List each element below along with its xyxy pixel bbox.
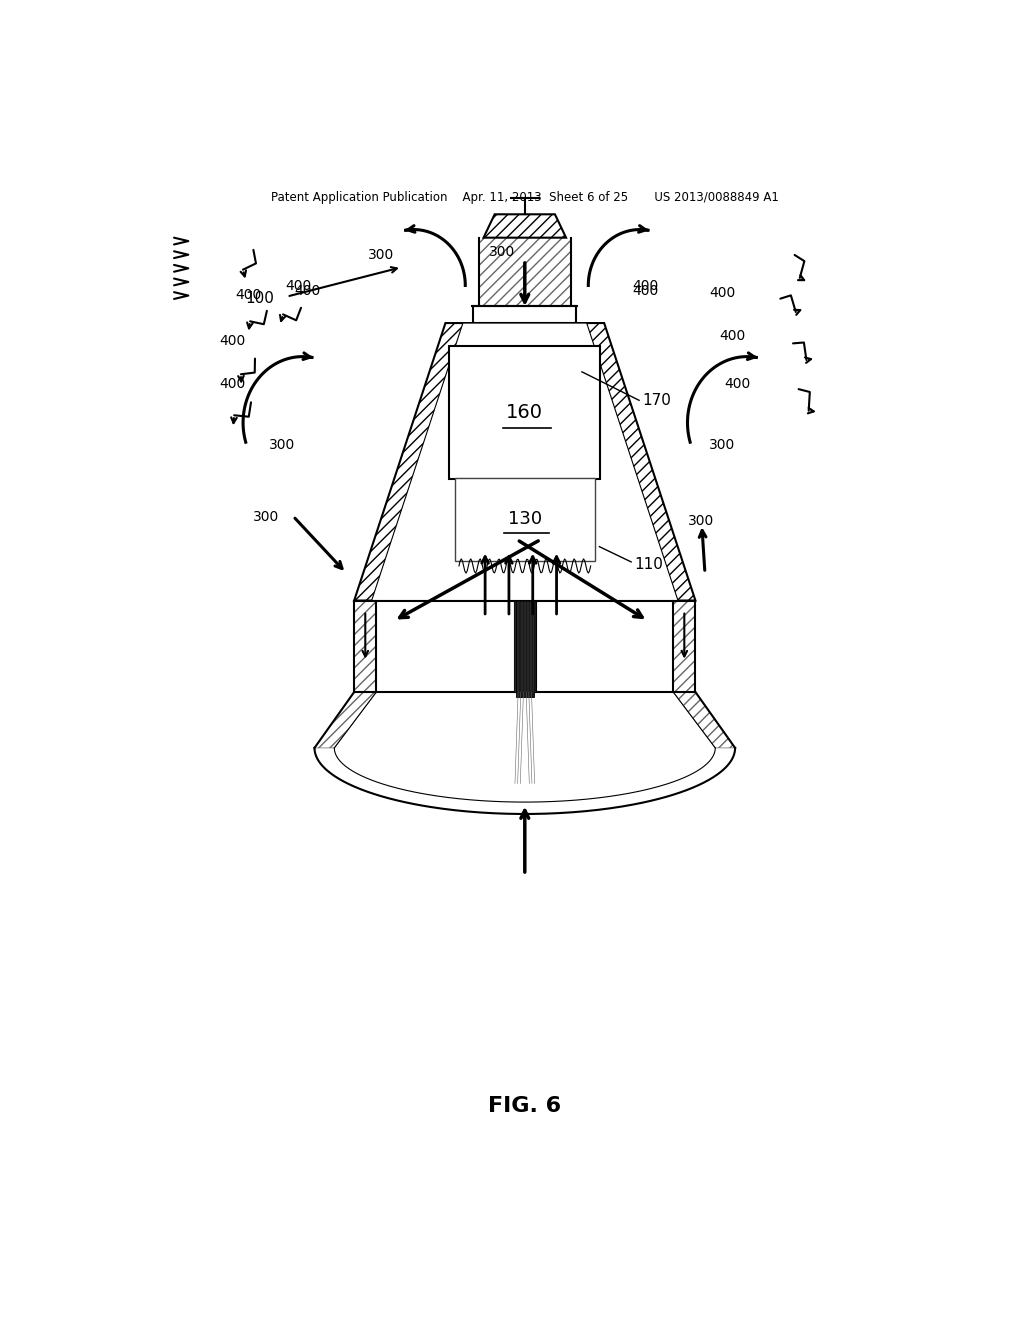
Text: 300: 300 [253,511,280,524]
Text: 400: 400 [236,288,261,301]
Text: 300: 300 [269,438,296,451]
Text: 300: 300 [489,246,515,259]
Text: 300: 300 [688,515,715,528]
Polygon shape [372,323,678,601]
Bar [479,238,570,306]
Text: 110: 110 [634,557,664,573]
Text: 400: 400 [725,378,751,391]
Text: 130: 130 [508,511,542,528]
Text: 300: 300 [709,438,735,451]
Bar [514,601,536,692]
Text: 300: 300 [368,248,394,261]
Text: Patent Application Publication    Apr. 11, 2013  Sheet 6 of 25       US 2013/008: Patent Application Publication Apr. 11, … [271,190,778,203]
Text: 170: 170 [642,393,671,408]
Bar [450,346,600,479]
Text: 160: 160 [506,403,544,422]
Text: FIG. 6: FIG. 6 [488,1096,561,1115]
Bar [516,601,534,697]
Bar [455,478,595,561]
Text: 400: 400 [719,329,745,343]
Text: 400: 400 [295,284,321,297]
Text: 400: 400 [709,285,735,300]
Polygon shape [673,601,695,692]
Bar [473,306,577,323]
Text: 400: 400 [632,280,658,293]
Text: 400: 400 [632,284,658,297]
Polygon shape [314,692,377,748]
Text: 400: 400 [285,280,311,293]
Polygon shape [354,601,377,692]
Polygon shape [483,214,566,238]
Text: 400: 400 [219,334,246,348]
Text: 100: 100 [246,292,274,306]
Polygon shape [673,692,735,748]
Text: 400: 400 [219,378,246,391]
Polygon shape [354,323,695,601]
